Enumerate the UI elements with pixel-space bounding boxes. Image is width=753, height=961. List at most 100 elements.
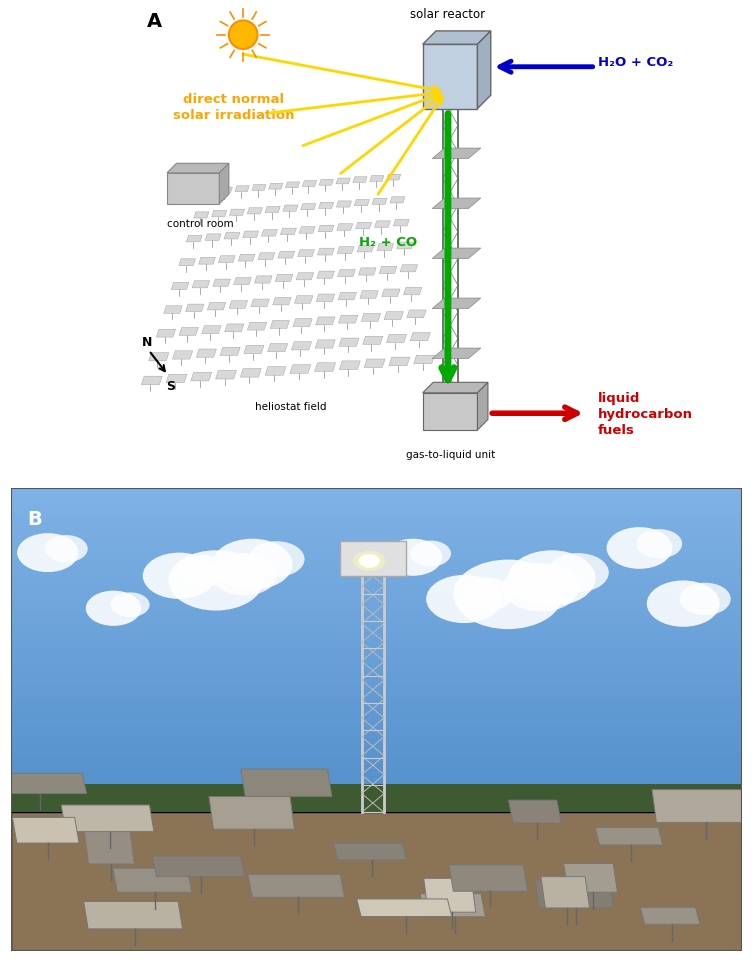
- Polygon shape: [386, 335, 407, 343]
- Text: N: N: [142, 335, 152, 348]
- Polygon shape: [297, 251, 315, 258]
- Circle shape: [353, 552, 386, 572]
- Polygon shape: [410, 333, 431, 341]
- Polygon shape: [220, 348, 240, 356]
- Polygon shape: [296, 273, 314, 281]
- Circle shape: [359, 554, 380, 568]
- Polygon shape: [213, 280, 230, 287]
- Text: solar reactor: solar reactor: [410, 9, 486, 21]
- FancyBboxPatch shape: [167, 174, 219, 205]
- Polygon shape: [424, 878, 476, 912]
- Polygon shape: [432, 199, 480, 209]
- Polygon shape: [229, 302, 248, 308]
- Polygon shape: [449, 865, 528, 891]
- Polygon shape: [142, 377, 162, 385]
- Polygon shape: [432, 249, 480, 259]
- Polygon shape: [337, 225, 352, 231]
- Polygon shape: [261, 231, 278, 236]
- Polygon shape: [224, 234, 240, 239]
- Polygon shape: [355, 223, 371, 230]
- Polygon shape: [390, 198, 405, 204]
- Polygon shape: [337, 247, 354, 255]
- Polygon shape: [360, 291, 378, 299]
- Polygon shape: [413, 356, 434, 364]
- Polygon shape: [157, 330, 175, 337]
- Polygon shape: [640, 907, 700, 924]
- Polygon shape: [535, 880, 614, 908]
- Polygon shape: [273, 298, 291, 306]
- Polygon shape: [317, 272, 334, 279]
- Polygon shape: [171, 283, 189, 290]
- Circle shape: [111, 593, 150, 617]
- Text: A: A: [147, 12, 162, 31]
- Polygon shape: [219, 164, 229, 205]
- Polygon shape: [318, 226, 334, 233]
- Polygon shape: [508, 801, 561, 824]
- Polygon shape: [152, 856, 245, 876]
- Polygon shape: [372, 199, 387, 205]
- Polygon shape: [340, 361, 360, 370]
- Polygon shape: [179, 328, 198, 336]
- Polygon shape: [291, 342, 312, 351]
- Polygon shape: [178, 259, 196, 266]
- Polygon shape: [563, 863, 617, 893]
- Circle shape: [248, 542, 304, 578]
- Polygon shape: [337, 270, 355, 278]
- Circle shape: [508, 551, 596, 606]
- Circle shape: [647, 580, 720, 628]
- Polygon shape: [316, 340, 335, 349]
- Text: B: B: [27, 509, 42, 528]
- Circle shape: [426, 576, 502, 624]
- Polygon shape: [294, 296, 313, 304]
- Circle shape: [86, 591, 142, 627]
- Polygon shape: [283, 206, 298, 212]
- Polygon shape: [251, 300, 270, 308]
- Polygon shape: [269, 185, 283, 190]
- FancyBboxPatch shape: [11, 812, 742, 951]
- Polygon shape: [248, 875, 345, 898]
- Polygon shape: [397, 243, 413, 250]
- Polygon shape: [432, 149, 480, 160]
- Text: direct normal
solar irradiation: direct normal solar irradiation: [173, 93, 294, 122]
- Polygon shape: [358, 268, 376, 276]
- Polygon shape: [361, 314, 380, 322]
- Circle shape: [44, 535, 87, 563]
- Polygon shape: [407, 310, 426, 318]
- FancyBboxPatch shape: [422, 45, 477, 110]
- Polygon shape: [191, 373, 212, 382]
- Polygon shape: [13, 818, 79, 843]
- Polygon shape: [382, 289, 400, 297]
- Text: liquid
hydrocarbon
fuels: liquid hydrocarbon fuels: [598, 391, 693, 436]
- Polygon shape: [240, 369, 261, 378]
- Circle shape: [607, 528, 672, 569]
- Polygon shape: [319, 203, 334, 209]
- Polygon shape: [353, 178, 367, 184]
- Polygon shape: [339, 316, 358, 324]
- Polygon shape: [477, 32, 491, 110]
- Polygon shape: [477, 382, 488, 431]
- FancyBboxPatch shape: [340, 541, 406, 577]
- Polygon shape: [285, 183, 300, 188]
- Polygon shape: [242, 232, 259, 238]
- Circle shape: [212, 539, 292, 590]
- Polygon shape: [420, 894, 486, 917]
- Polygon shape: [336, 179, 350, 185]
- Polygon shape: [300, 205, 316, 210]
- Polygon shape: [202, 327, 221, 334]
- Polygon shape: [167, 164, 229, 174]
- Polygon shape: [302, 182, 316, 187]
- Polygon shape: [315, 363, 336, 372]
- Polygon shape: [384, 312, 404, 320]
- Polygon shape: [270, 321, 289, 329]
- Polygon shape: [258, 254, 275, 260]
- Polygon shape: [244, 346, 264, 355]
- Polygon shape: [337, 202, 352, 208]
- Polygon shape: [235, 186, 249, 192]
- Polygon shape: [172, 352, 193, 359]
- Polygon shape: [224, 325, 244, 333]
- Polygon shape: [357, 899, 452, 917]
- Polygon shape: [238, 255, 255, 261]
- Polygon shape: [319, 180, 334, 186]
- Polygon shape: [166, 375, 187, 383]
- Polygon shape: [11, 784, 742, 812]
